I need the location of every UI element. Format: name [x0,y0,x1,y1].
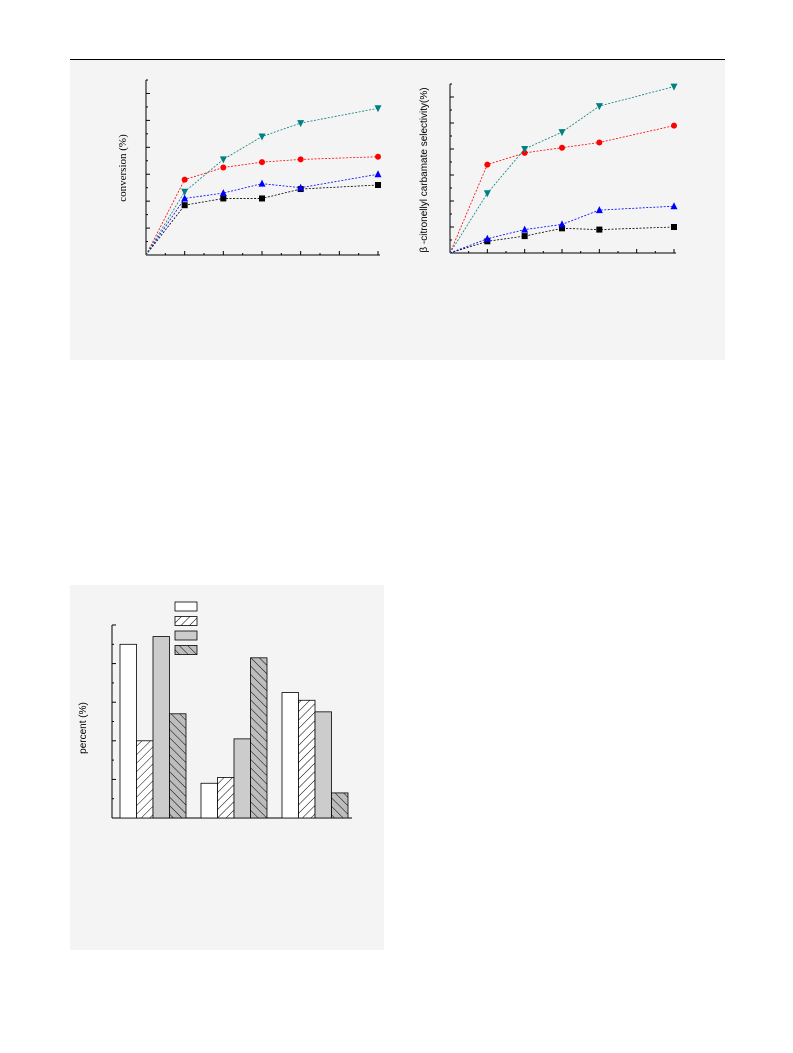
chart2-series-1-point [670,202,678,210]
chart1-series-3-line [145,107,379,256]
chart2-series-1-point [483,234,491,242]
chart1-series-2-point [259,159,265,166]
figure-panel-top [70,60,725,360]
chart2-series-0-point [559,225,565,232]
legend-swatch-2 [174,630,198,641]
chart1-series-1-point [181,194,189,202]
chart3-ylabel: percent (%) [78,702,89,754]
chart2-series-0-line [449,226,675,254]
bar-group-1-series-1 [217,777,235,819]
chart1-series-2-point [220,164,227,171]
chart1-series-3-point [258,133,266,141]
bar-group-2-series-3 [331,792,349,819]
chart2-series-0-point [596,226,603,233]
chart1-series-1-point [258,179,266,187]
chart1-series-2-point [297,156,304,163]
chart2-series-1-point [521,225,529,233]
chart2-series-0-point [521,233,528,240]
chart2-ylabel: β -citronellyl carbamate selectivity(%) [419,87,430,252]
chart2-series-2-point [596,139,603,146]
chart2-series-2-point [559,144,565,151]
bar-group-2-series-0 [281,692,299,819]
bar-group-0-series-0 [119,643,137,819]
chart2-series-2-point [671,122,677,129]
chart1-series-3-point [219,156,227,164]
bar-group-2-series-2 [314,711,332,819]
chart2-series-3-point [483,190,491,198]
chart1-series-0-line [145,184,379,256]
chart1-series-1-point [374,170,382,178]
bar-group-0-series-3 [169,713,187,819]
chart1-series-2-line [145,156,379,256]
chart2-series-1-point [558,220,566,228]
bar-group-1-series-2 [233,738,251,819]
chart2-series-3-point [521,146,529,153]
chart1-series-3-point [374,105,382,113]
chart1-series-0-point [259,195,265,202]
chart1-series-0-point [220,195,227,202]
selectivity-chart: β -citronellyl carbamate selectivity(%) [419,83,678,254]
chart1-series-1-point [297,183,305,191]
chart2-series-1-line [449,205,675,254]
percent-bar-chart: percent (%) [78,601,352,819]
bar-group-1-series-0 [200,782,218,819]
conversion-chart: conversion (%) [117,79,382,256]
bar-group-0-series-1 [136,740,154,819]
bar-group-2-series-1 [298,699,316,819]
chart1-series-1-line [145,173,379,256]
chart2-series-0-point [671,224,677,230]
chart1-series-2-point [181,176,188,183]
chart1-series-3-point [297,120,305,128]
chart1-series-1-point [219,189,227,197]
bar-group-0-series-2 [152,636,170,819]
legend-swatch-0 [174,601,198,612]
legend-swatch-1 [174,616,198,626]
chart1-series-3-point [181,188,189,196]
legend-swatch-3 [174,645,198,655]
chart2-series-1-point [595,206,603,214]
chart1-ylabel: conversion (%) [117,134,129,202]
chart2-series-3-point [595,103,603,111]
chart2-series-3-point [670,83,678,91]
chart2-series-3-line [449,86,675,254]
chart2-series-3-point [558,129,566,137]
bar-group-1-series-3 [250,657,268,819]
chart1-series-0-point [181,202,188,209]
chart1-series-2-point [375,153,381,160]
header-rule [70,59,725,60]
chart1-series-0-point [375,182,381,188]
chart2-series-2-point [484,161,491,168]
